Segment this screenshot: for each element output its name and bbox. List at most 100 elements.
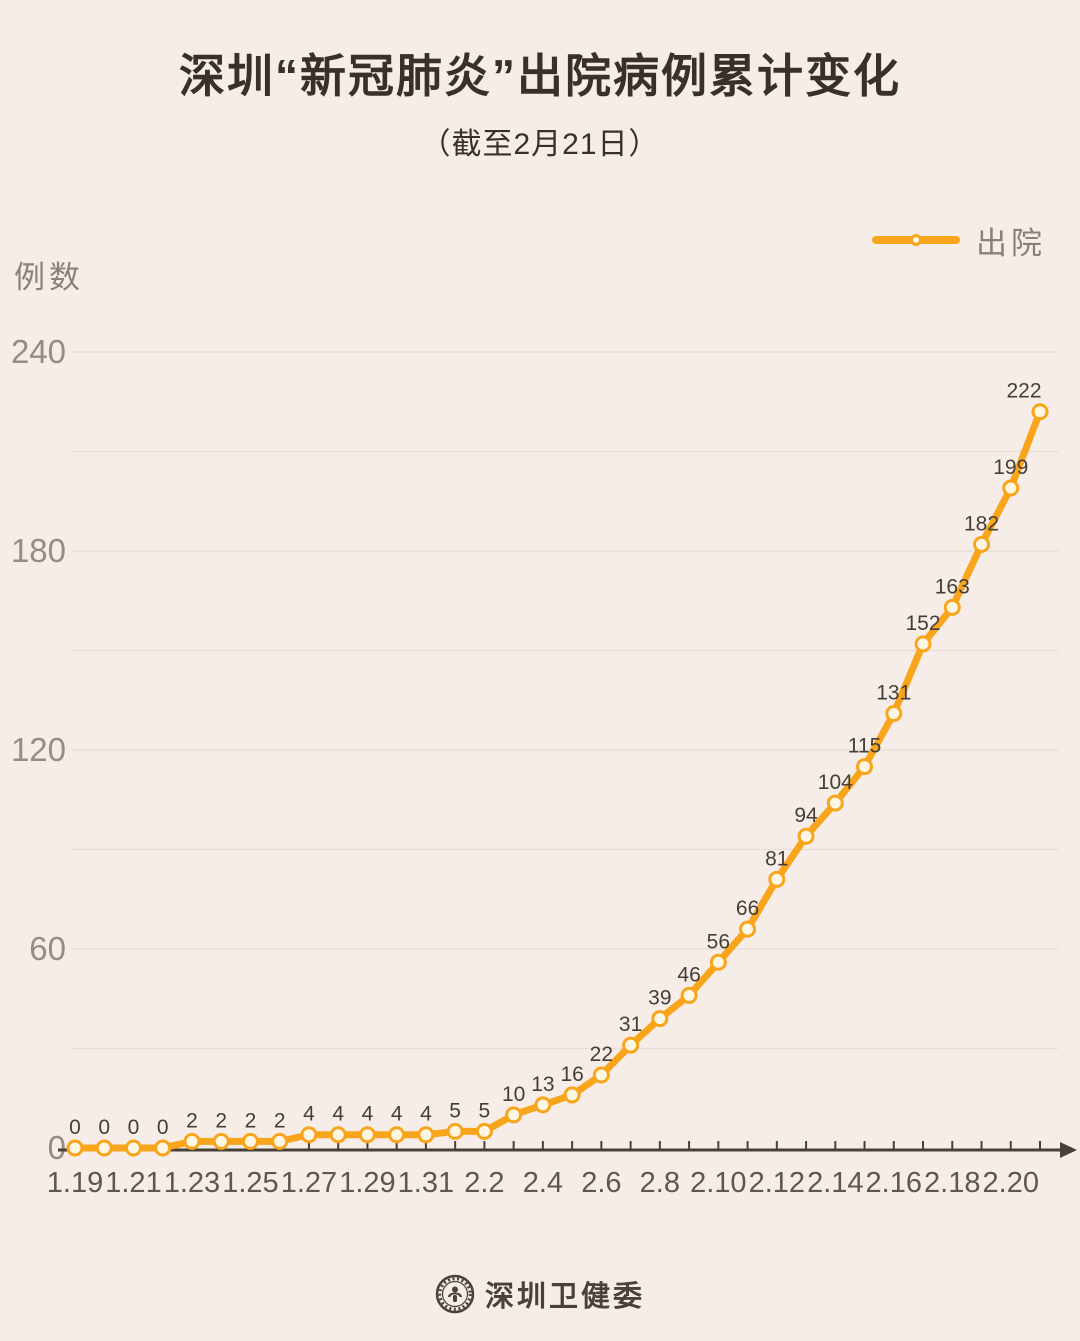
data-point-label: 163 <box>935 575 970 598</box>
data-point-marker <box>300 1126 318 1144</box>
data-point-label: 131 <box>876 682 911 705</box>
legend-line-swatch <box>872 234 960 246</box>
x-axis-tick-label: 1.31 <box>398 1167 454 1199</box>
data-point-label: 2 <box>215 1109 227 1132</box>
data-point-marker <box>973 535 991 553</box>
data-point-label: 222 <box>1006 380 1041 403</box>
data-point-label: 4 <box>362 1103 374 1126</box>
series-line <box>71 408 1044 1152</box>
data-point-marker <box>563 1086 581 1104</box>
x-axis-tick-label: 2.2 <box>464 1167 504 1199</box>
data-point-marker <box>622 1036 640 1054</box>
legend-label: 出院 <box>976 225 1046 261</box>
data-point-label: 4 <box>420 1103 432 1126</box>
data-point-label: 0 <box>157 1116 169 1139</box>
data-point-label: 31 <box>619 1013 642 1036</box>
data-point-marker <box>446 1122 464 1140</box>
data-point-label: 4 <box>391 1103 403 1126</box>
x-axis-tick-label: 1.25 <box>222 1167 278 1199</box>
data-point-marker <box>417 1126 435 1144</box>
data-point-label: 4 <box>303 1103 315 1126</box>
footer-source: 深圳卫健委 <box>484 1281 645 1313</box>
data-point-label: 39 <box>648 987 671 1010</box>
x-axis-tick-label: 2.16 <box>866 1167 922 1199</box>
x-axis-tick-label: 1.19 <box>47 1167 103 1199</box>
data-point-marker <box>358 1126 376 1144</box>
shenzhen-health-commission-logo-icon <box>435 1274 475 1314</box>
data-point-marker <box>885 705 903 723</box>
data-point-label: 16 <box>560 1063 583 1086</box>
data-point-marker <box>183 1132 201 1150</box>
x-axis-tick-label: 1.29 <box>339 1167 395 1199</box>
data-point-label: 152 <box>906 612 941 635</box>
data-point-marker <box>709 953 727 971</box>
data-point-label: 10 <box>502 1083 525 1106</box>
data-point-marker <box>943 598 961 616</box>
data-point-marker <box>592 1066 610 1084</box>
data-point-label: 94 <box>794 804 818 827</box>
y-axis-tick-label: 240 <box>11 333 66 370</box>
x-axis-tick-label: 2.20 <box>983 1167 1039 1199</box>
data-point-marker <box>154 1139 172 1157</box>
y-axis-tick-label: 0 <box>48 1129 66 1166</box>
data-point-marker <box>505 1106 523 1124</box>
data-point-marker <box>768 870 786 888</box>
data-point-label: 115 <box>848 735 881 758</box>
chart-subtitle: （截至2月21日） <box>420 127 660 161</box>
data-point-marker <box>651 1010 669 1028</box>
data-point-label: 199 <box>993 456 1028 479</box>
header: 深圳“新冠肺炎”出院病例累计变化 （截至2月21日） <box>0 50 1080 163</box>
legend: 出院 <box>872 222 1046 261</box>
x-axis-arrow-icon <box>1060 1142 1077 1158</box>
legend-marker-dot-icon <box>910 234 922 246</box>
data-point-marker <box>66 1139 84 1157</box>
data-point-marker <box>124 1139 142 1157</box>
data-point-label: 0 <box>128 1116 140 1139</box>
data-point-marker <box>241 1132 259 1150</box>
data-point-label: 4 <box>332 1103 344 1126</box>
data-point-marker <box>271 1132 289 1150</box>
data-point-label: 104 <box>818 771 853 794</box>
y-axis-tick-label: 120 <box>11 731 66 768</box>
y-axis-tick-label: 60 <box>29 930 66 967</box>
data-point-marker <box>1002 479 1020 497</box>
data-point-marker <box>1031 403 1049 421</box>
data-point-label: 2 <box>186 1109 198 1132</box>
data-point-marker <box>739 920 757 938</box>
y-axis-title: 例数 <box>14 260 84 295</box>
data-point-marker <box>388 1126 406 1144</box>
x-axis-tick-label: 2.6 <box>581 1167 621 1199</box>
x-axis-tick-label: 2.18 <box>924 1167 980 1199</box>
data-point-marker <box>329 1126 347 1144</box>
x-axis-tick-label: 1.27 <box>281 1167 337 1199</box>
data-point-label: 0 <box>98 1116 110 1139</box>
data-point-label: 5 <box>479 1099 491 1122</box>
data-point-label: 5 <box>449 1099 461 1122</box>
data-point-marker <box>95 1139 113 1157</box>
x-axis-tick-label: 2.8 <box>640 1167 680 1199</box>
data-point-label: 13 <box>531 1073 554 1096</box>
x-axis-tick-label: 2.4 <box>523 1167 563 1199</box>
data-point-label: 81 <box>765 847 788 870</box>
footer: 深圳卫健委 <box>0 1273 1080 1315</box>
data-point-label: 66 <box>736 897 759 920</box>
data-point-marker <box>534 1096 552 1114</box>
data-point-marker <box>212 1132 230 1150</box>
data-point-label: 46 <box>677 963 700 986</box>
y-axis-tick-label: 180 <box>11 532 66 569</box>
x-axis-tick-label: 1.21 <box>105 1167 161 1199</box>
chart-title: 深圳“新冠肺炎”出院病例累计变化 <box>179 50 901 102</box>
x-axis-tick-label: 2.10 <box>690 1167 746 1199</box>
data-point-marker <box>680 986 698 1004</box>
x-axis-tick-label: 2.14 <box>807 1167 863 1199</box>
data-point-label: 22 <box>590 1043 613 1066</box>
data-point-marker <box>475 1122 493 1140</box>
data-point-label: 56 <box>707 930 730 953</box>
x-axis-tick-label: 1.23 <box>164 1167 220 1199</box>
data-point-marker <box>826 794 844 812</box>
data-point-marker <box>797 827 815 845</box>
x-axis-tick-label: 2.12 <box>749 1167 805 1199</box>
data-point-label: 182 <box>964 512 999 535</box>
